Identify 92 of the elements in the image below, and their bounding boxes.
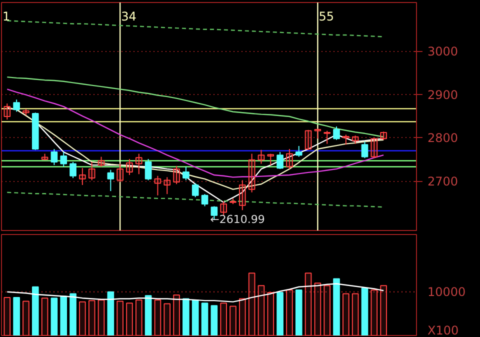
bar [88, 300, 96, 336]
candlestick [182, 166, 190, 181]
bar [276, 292, 284, 336]
bar [79, 301, 86, 336]
bar [126, 302, 133, 336]
bar [41, 298, 48, 336]
candlestick [88, 162, 96, 181]
bar [201, 302, 208, 336]
bar [98, 299, 105, 336]
candlestick [173, 165, 180, 185]
candlestick [286, 148, 293, 170]
bar [342, 293, 350, 336]
bar [380, 285, 387, 336]
bar [13, 296, 20, 336]
candlestick [79, 168, 86, 186]
annotation: 34 [121, 10, 136, 24]
candlestick [276, 152, 284, 170]
bar [116, 300, 124, 336]
candlestick [238, 180, 246, 211]
candlestick [4, 102, 11, 120]
candlestick [333, 126, 340, 140]
candlestick [70, 162, 76, 179]
bar [60, 296, 68, 336]
candlestick [230, 198, 236, 205]
bar [370, 289, 378, 336]
y-tick-label: 2700 [428, 174, 458, 189]
bar [220, 302, 228, 336]
bar [32, 286, 39, 336]
y-tick-label: 2900 [428, 88, 458, 102]
candlestick [126, 158, 133, 176]
candlestick [116, 163, 124, 182]
y-tick-label: 3000 [428, 44, 458, 59]
bar [4, 296, 11, 336]
candlestick [352, 135, 359, 144]
candlestick [248, 153, 256, 193]
candlestick [314, 128, 322, 140]
candlestick [304, 129, 312, 150]
y-tick-label: 2800 [428, 131, 458, 146]
bar [192, 299, 199, 336]
candlestick [60, 152, 68, 168]
bar [50, 298, 58, 336]
candlestick [13, 99, 20, 112]
bar [286, 289, 293, 336]
bar [324, 285, 331, 336]
annotation: 1 [2, 10, 10, 24]
bar [361, 288, 368, 336]
candlestick [154, 175, 162, 196]
bar [314, 282, 322, 336]
bar [238, 298, 246, 336]
candlestick [50, 148, 58, 166]
candlestick [22, 108, 30, 116]
bar [230, 306, 236, 336]
candlestick [295, 145, 302, 158]
annotation: 55 [318, 10, 334, 24]
candlestick [361, 141, 368, 159]
bar [154, 299, 162, 336]
bar [295, 289, 302, 336]
candlestick [144, 158, 152, 181]
bar [258, 285, 265, 336]
bar [304, 272, 312, 336]
bar [22, 300, 30, 336]
line-series [6, 88, 384, 178]
text: X100 [428, 324, 459, 337]
annotation: ←2610.99 [210, 213, 265, 226]
candlestick [98, 156, 105, 168]
candlestick [41, 153, 48, 160]
bar [144, 295, 152, 336]
bar [107, 291, 114, 336]
candlestick [164, 176, 171, 195]
bar [173, 294, 180, 336]
text: 10000 [428, 284, 466, 299]
candlestick [324, 130, 331, 144]
candlestick [342, 134, 350, 146]
candlestick [107, 169, 114, 192]
bar [267, 292, 274, 336]
candlestick [258, 149, 265, 164]
bar [352, 293, 359, 336]
candlestick [380, 131, 387, 140]
bar [135, 299, 142, 336]
candlestick [267, 153, 274, 166]
bar [182, 298, 190, 336]
bar [210, 305, 218, 336]
bar [248, 272, 256, 336]
candlestick [370, 137, 378, 159]
bar [333, 278, 340, 336]
bar [164, 303, 171, 336]
candlestick [192, 182, 199, 198]
candlestick [201, 194, 208, 207]
candlestick [220, 200, 228, 216]
line-series [6, 20, 384, 38]
bar [70, 293, 76, 336]
candlestick [135, 153, 142, 175]
